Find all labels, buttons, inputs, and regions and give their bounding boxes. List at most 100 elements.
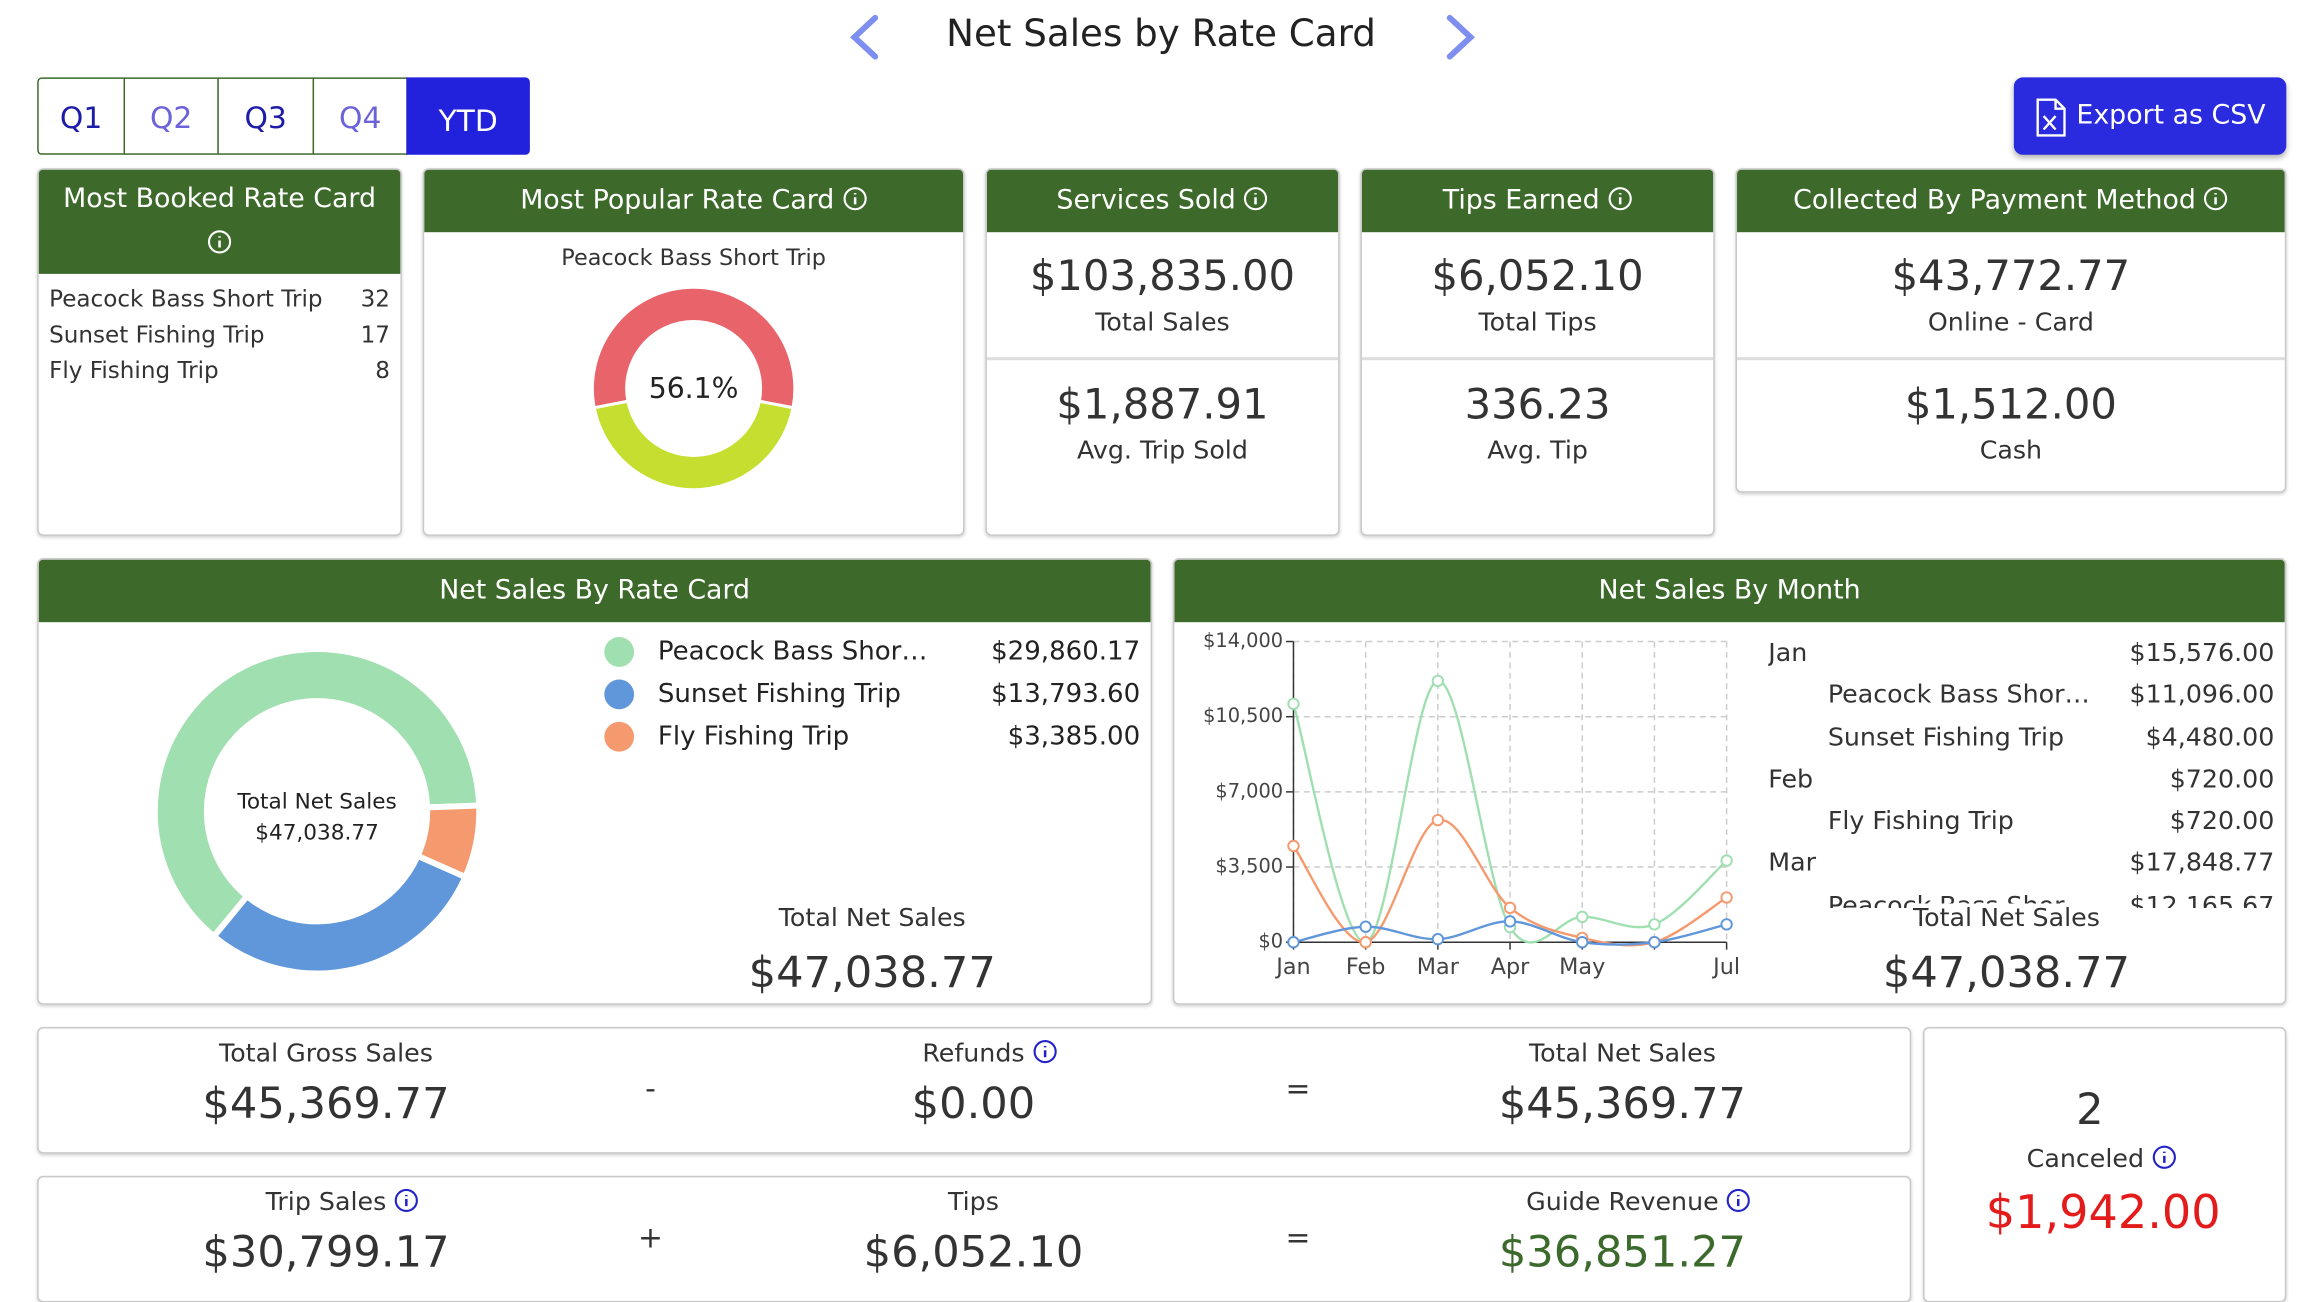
operator: -	[645, 1070, 656, 1106]
booking-count: 32	[360, 285, 390, 313]
donut-label: 56.1%	[649, 372, 739, 405]
point	[1648, 918, 1661, 931]
item-value: $4,480.00	[2145, 722, 2275, 753]
info-icon[interactable]	[207, 229, 232, 254]
export-label: Export as CSV	[2076, 99, 2266, 131]
card-header: Services Sold	[986, 169, 1339, 233]
total-value: $47,038.77	[748, 946, 996, 998]
donut-segment	[151, 646, 483, 941]
info-icon[interactable]	[1032, 1039, 1057, 1064]
card-header: Collected By Payment Method	[1737, 169, 2285, 233]
stat-value: 336.23	[1464, 379, 1611, 429]
legend-swatch	[604, 637, 635, 667]
canceled-label-text: Canceled	[2026, 1144, 2145, 1175]
x-tick-label: Jan	[1274, 954, 1310, 980]
info-icon[interactable]	[394, 1188, 419, 1213]
export-button[interactable]: Export as CSV	[2013, 77, 2287, 155]
info-icon[interactable]	[842, 186, 867, 211]
item-name: Peacock Bass Shor…	[1827, 680, 2090, 711]
summary-value: $45,369.77	[202, 1077, 450, 1129]
stat: $103,835.00 Total Sales	[986, 232, 1339, 361]
card-title: Services Sold	[1056, 184, 1236, 216]
x-tick-label: May	[1559, 954, 1605, 980]
stat-value: $103,835.00	[1029, 251, 1296, 301]
total-value: $47,038.77	[1882, 946, 2131, 998]
rate-card-name: Fly Fishing Trip	[49, 357, 219, 385]
tab[interactable]: Q1	[37, 77, 126, 155]
summary-value: $36,851.27	[1498, 1226, 1746, 1278]
stat: $1,887.91 Avg. Trip Sold	[987, 360, 1338, 488]
point	[1503, 901, 1517, 915]
point	[1359, 936, 1372, 949]
point	[1431, 813, 1445, 827]
item-value: $720.00	[2169, 807, 2275, 837]
month-name: Jan	[1768, 638, 1808, 669]
card-title: Most Booked Rate Card	[63, 183, 376, 215]
month-total: $720.00	[2169, 764, 2275, 795]
booked-row: Fly Fishing Trip 8	[39, 353, 401, 389]
canceled-label: Canceled	[2026, 1144, 2177, 1175]
legend-value: $13,793.60	[991, 679, 1140, 709]
info-icon[interactable]	[2151, 1145, 2176, 1170]
point	[1648, 936, 1661, 949]
csv-icon	[2036, 98, 2066, 137]
month-row: Mar $17,848.77	[1768, 843, 2274, 885]
next-arrow[interactable]	[1438, 12, 1483, 63]
summary-label: Total Gross Sales	[219, 1039, 433, 1069]
point	[1720, 891, 1733, 904]
stat-label: Avg. Trip Sold	[1077, 436, 1248, 466]
legend-label: Sunset Fishing Trip	[658, 679, 901, 709]
summary-label-text: Total Net Sales	[1528, 1038, 1716, 1069]
point	[1287, 936, 1300, 949]
card-header: Tips Earned	[1361, 169, 1714, 233]
summary-label-text: Tips	[947, 1187, 999, 1218]
point	[1503, 915, 1517, 928]
info-icon[interactable]	[1726, 1188, 1751, 1213]
stat-label: Online - Card	[1927, 308, 2094, 338]
donut-center-value: $47,038.77	[255, 821, 379, 846]
month-total: $15,576.00	[2129, 638, 2275, 669]
y-tick-label: $10,500	[1203, 704, 1283, 727]
month-total: $17,848.77	[2129, 849, 2275, 879]
month-item: Fly Fishing Trip $720.00	[1768, 801, 2275, 843]
legend-swatch	[604, 721, 635, 752]
legend-swatch	[604, 679, 635, 710]
summary-value: $45,369.77	[1498, 1077, 1746, 1129]
item-name: Sunset Fishing Trip	[1827, 722, 2065, 753]
y-tick-label: $7,000	[1215, 779, 1283, 802]
tab[interactable]: Q2	[123, 77, 219, 155]
info-icon[interactable]	[1243, 186, 1268, 211]
point	[1359, 920, 1372, 933]
tab[interactable]: Q3	[217, 77, 315, 155]
info-icon[interactable]	[1607, 186, 1632, 211]
point	[1431, 933, 1445, 946]
month-item: Peacock Bass Shor… $11,096.00	[1768, 675, 2275, 717]
card-title: Tips Earned	[1442, 184, 1600, 216]
booked-row: Sunset Fishing Trip 17	[39, 317, 401, 353]
legend-label: Fly Fishing Trip	[658, 721, 849, 751]
month-row: Feb $720.00	[1768, 759, 2274, 801]
stat-label: Avg. Tip	[1487, 436, 1588, 466]
month-breakdown: Jan $15,576.00 Peacock Bass Shor… $11,096.0…	[1768, 633, 2274, 908]
donut-segment	[209, 851, 470, 977]
point	[1287, 839, 1300, 853]
card-header: Net Sales By Month	[1174, 559, 2285, 623]
stat-value: $1,512.00	[1904, 379, 2117, 429]
card-header: Net Sales By Rate Card	[38, 559, 1151, 623]
x-tick-label: Jul	[1711, 954, 1740, 980]
summary-label-text: Trip Sales	[265, 1187, 387, 1218]
booking-count: 17	[360, 321, 390, 349]
donut-segment	[413, 802, 483, 881]
tab-active[interactable]: YTD	[406, 77, 530, 155]
operator: =	[1285, 1219, 1311, 1255]
stat: $1,512.00 Cash	[1737, 360, 2285, 488]
info-icon[interactable]	[2203, 186, 2228, 211]
summary-label: Refunds	[922, 1039, 1057, 1069]
x-tick-label: Feb	[1346, 954, 1386, 980]
item-value: $11,096.00	[2129, 680, 2275, 711]
rate-card-name: Peacock Bass Short Trip	[49, 285, 323, 313]
summary-value: $30,799.17	[202, 1226, 450, 1278]
prev-arrow[interactable]	[842, 12, 887, 63]
x-tick-label: Apr	[1491, 954, 1530, 980]
